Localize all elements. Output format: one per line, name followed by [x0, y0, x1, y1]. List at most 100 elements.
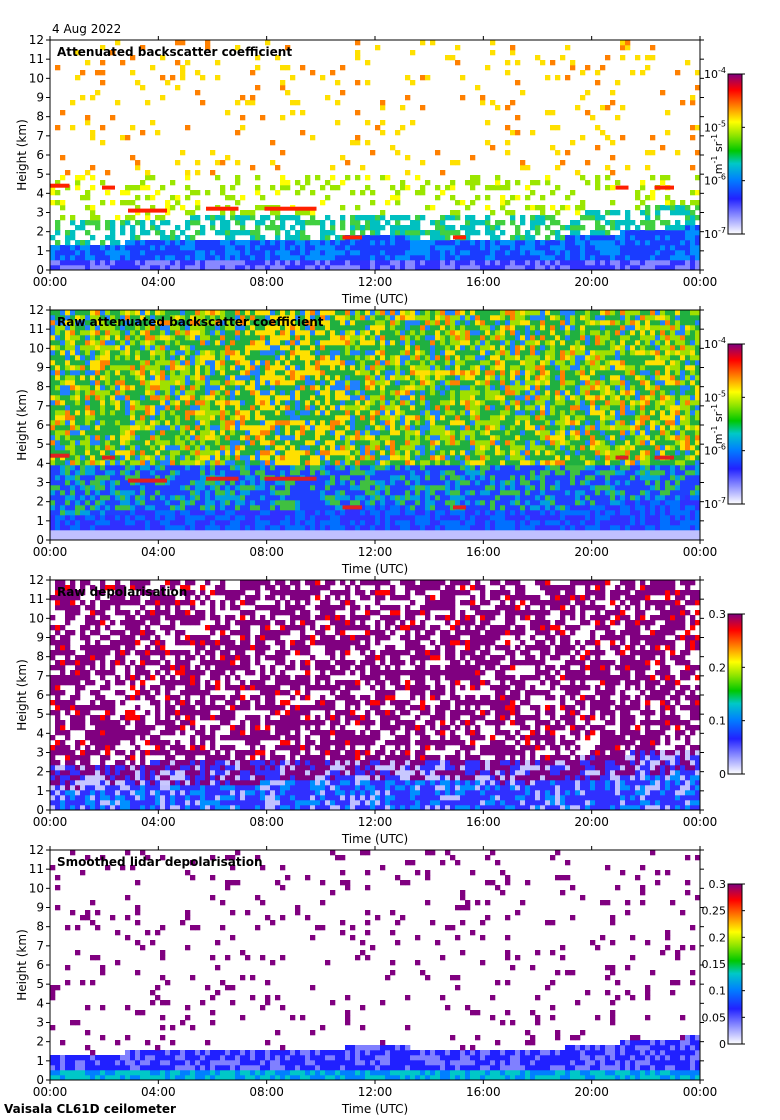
cloud-layer	[128, 478, 167, 483]
colorbar-tick-label: 10-7	[704, 226, 726, 241]
y-tick-label: 12	[29, 33, 44, 47]
colorbar	[727, 883, 743, 1045]
panel-4: Smoothed lidar depolarisation01234567891…	[15, 843, 745, 1116]
x-tick-label: 12:00	[358, 275, 393, 289]
y-tick-label: 1	[36, 784, 44, 798]
y-tick-label: 7	[36, 669, 44, 683]
x-tick-label: 16:00	[466, 815, 501, 829]
y-tick-label: 9	[36, 901, 44, 915]
y-tick-label: 3	[36, 206, 44, 220]
x-tick-label: 04:00	[141, 815, 176, 829]
cloud-layer	[342, 235, 362, 240]
y-axis-label: Height (km)	[15, 119, 29, 190]
x-axis-label: Time (UTC)	[341, 832, 408, 846]
colorbar-tick-label: 0.2	[709, 661, 727, 674]
footer-label: Vaisala CL61D ceilometer	[4, 1102, 176, 1116]
cloud-layer	[264, 476, 317, 481]
y-tick-label: 9	[36, 631, 44, 645]
colorbar-tick-label: 0.3	[709, 878, 727, 891]
cloud-layer	[654, 455, 674, 460]
y-tick-label: 6	[36, 958, 44, 972]
colorbar-tick-label: 10-7	[704, 496, 726, 511]
y-tick-label: 7	[36, 129, 44, 143]
y-tick-label: 9	[36, 361, 44, 375]
y-tick-label: 4	[36, 456, 44, 470]
y-tick-label: 12	[29, 303, 44, 317]
cloud-layer	[615, 185, 629, 190]
panel-title: Smoothed lidar depolarisation	[57, 855, 263, 869]
y-tick-label: 7	[36, 939, 44, 953]
y-tick-label: 11	[29, 52, 44, 66]
x-tick-label: 00:00	[683, 1085, 718, 1099]
x-tick-label: 04:00	[141, 1085, 176, 1099]
colorbar-unit: m-1 sr-1	[710, 134, 725, 174]
colorbar-tick-label: 10-4	[704, 66, 726, 81]
colorbar-tick-label: 0.3	[709, 608, 727, 621]
cloud-layer	[50, 453, 70, 458]
y-axis-label: Height (km)	[15, 389, 29, 460]
x-tick-label: 00:00	[683, 275, 718, 289]
y-tick-label: 1	[36, 1054, 44, 1068]
x-tick-label: 00:00	[683, 545, 718, 559]
y-tick-label: 2	[36, 1035, 44, 1049]
y-tick-label: 5	[36, 437, 44, 451]
colorbar-unit: m-1 sr-1	[710, 404, 725, 444]
x-tick-label: 20:00	[574, 815, 609, 829]
x-tick-label: 04:00	[141, 275, 176, 289]
y-tick-label: 0	[36, 803, 44, 817]
x-tick-label: 00:00	[683, 815, 718, 829]
x-tick-label: 08:00	[249, 1085, 284, 1099]
x-tick-label: 00:00	[33, 275, 68, 289]
cloud-layer	[128, 208, 167, 213]
y-tick-label: 2	[36, 495, 44, 509]
y-tick-label: 8	[36, 110, 44, 124]
y-tick-label: 8	[36, 650, 44, 664]
cloud-layer	[615, 455, 629, 460]
colorbar-tick-label: 10-6	[704, 173, 726, 188]
y-tick-label: 6	[36, 148, 44, 162]
colorbar-tick-label: 0.1	[709, 715, 727, 728]
y-tick-label: 5	[36, 707, 44, 721]
cloud-layer	[102, 185, 115, 190]
y-tick-label: 11	[29, 862, 44, 876]
plot-area	[50, 850, 700, 1080]
colorbar	[727, 343, 743, 505]
y-tick-label: 1	[36, 514, 44, 528]
y-tick-label: 11	[29, 322, 44, 336]
y-tick-label: 10	[29, 881, 44, 895]
y-tick-label: 8	[36, 920, 44, 934]
y-tick-label: 0	[36, 1073, 44, 1087]
cloud-layer	[342, 505, 362, 510]
y-tick-label: 10	[29, 611, 44, 625]
x-tick-label: 04:00	[141, 545, 176, 559]
y-tick-label: 12	[29, 573, 44, 587]
cloud-layer	[206, 206, 239, 211]
colorbar-tick-label: 0.1	[709, 985, 727, 998]
y-tick-label: 4	[36, 186, 44, 200]
colorbar	[727, 73, 743, 235]
y-tick-label: 6	[36, 688, 44, 702]
cloud-layer	[50, 183, 70, 188]
cloud-layer	[654, 185, 674, 190]
y-tick-label: 8	[36, 380, 44, 394]
y-tick-label: 1	[36, 244, 44, 258]
x-tick-label: 08:00	[249, 815, 284, 829]
x-tick-label: 16:00	[466, 1085, 501, 1099]
panel-title: Raw depolarisation	[57, 585, 187, 599]
y-tick-label: 6	[36, 418, 44, 432]
x-tick-label: 20:00	[574, 275, 609, 289]
colorbar-tick-label: 0	[719, 768, 726, 781]
y-tick-label: 0	[36, 263, 44, 277]
colorbar-tick-label: 10-5	[704, 389, 726, 404]
y-tick-label: 7	[36, 399, 44, 413]
y-tick-label: 4	[36, 996, 44, 1010]
y-tick-label: 11	[29, 592, 44, 606]
colorbar-tick-label: 10-5	[704, 119, 726, 134]
y-tick-label: 3	[36, 476, 44, 490]
panel-title: Raw attenuated backscatter coefficient	[57, 315, 324, 329]
y-axis-label: Height (km)	[15, 929, 29, 1000]
y-axis-label: Height (km)	[15, 659, 29, 730]
x-tick-label: 00:00	[33, 545, 68, 559]
